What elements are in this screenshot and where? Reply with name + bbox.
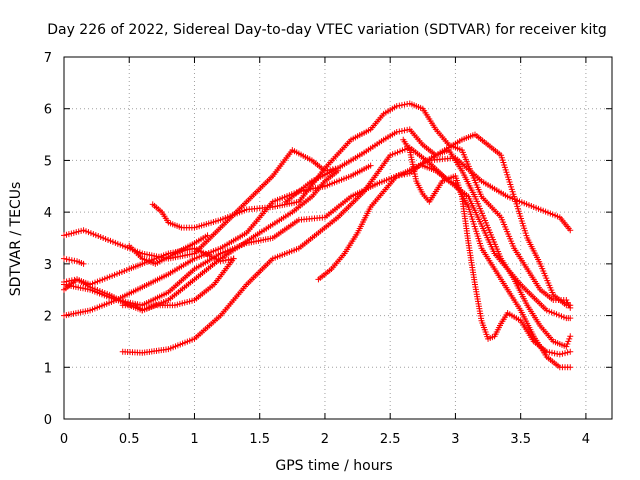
y-tick-label: 0 xyxy=(44,413,52,428)
y-tick-label: 6 xyxy=(44,103,52,118)
x-tick-label: 3 xyxy=(451,432,459,447)
data-point-markers xyxy=(282,126,574,350)
grid xyxy=(64,57,612,419)
series-sat-g xyxy=(119,255,237,314)
series-sat-a xyxy=(61,154,574,309)
series-sat-i xyxy=(126,232,211,267)
series-sat-l xyxy=(400,136,574,358)
chart-title: Day 226 of 2022, Sidereal Day-to-day VTE… xyxy=(47,22,607,38)
y-axis-label: SDTVAR / TECUs xyxy=(8,182,24,297)
x-tick-label: 2.5 xyxy=(380,432,401,447)
data-point-markers xyxy=(61,255,87,267)
x-tick-label: 0.5 xyxy=(119,432,140,447)
axis-ticks: 0 0.5 1 1.5 2 2.5 3 3.5 4 0 1 2 3 4 5 6 7 xyxy=(44,51,612,447)
series-sat-h xyxy=(61,255,87,267)
data-point-markers xyxy=(419,162,574,371)
series-trace xyxy=(402,139,571,355)
y-tick-label: 5 xyxy=(44,154,52,169)
data-series xyxy=(61,100,574,371)
y-tick-label: 1 xyxy=(44,361,52,376)
data-point-markers xyxy=(400,136,574,358)
data-point-markers xyxy=(119,255,237,314)
y-tick-label: 4 xyxy=(44,206,52,221)
x-tick-label: 4 xyxy=(582,432,590,447)
y-tick-label: 3 xyxy=(44,258,52,273)
y-tick-label: 7 xyxy=(44,51,52,66)
x-tick-label: 0 xyxy=(60,432,68,447)
x-tick-label: 1 xyxy=(190,432,198,447)
x-tick-label: 3.5 xyxy=(510,432,531,447)
x-axis-label: GPS time / hours xyxy=(275,458,392,474)
series-sat-n xyxy=(419,162,574,371)
x-tick-label: 2 xyxy=(321,432,329,447)
data-point-markers xyxy=(126,232,211,267)
data-point-markers xyxy=(149,100,574,311)
x-tick-label: 1.5 xyxy=(249,432,270,447)
y-tick-label: 2 xyxy=(44,310,52,325)
series-sat-m xyxy=(282,126,574,350)
series-sat-j xyxy=(149,100,574,311)
series-sat-e xyxy=(61,245,237,288)
